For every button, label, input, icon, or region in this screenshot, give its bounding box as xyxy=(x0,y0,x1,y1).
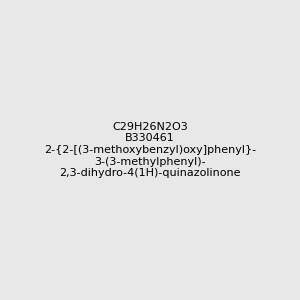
Text: C29H26N2O3
B330461
2-{2-[(3-methoxybenzyl)oxy]phenyl}-
3-(3-methylphenyl)-
2,3-d: C29H26N2O3 B330461 2-{2-[(3-methoxybenzy… xyxy=(44,122,256,178)
